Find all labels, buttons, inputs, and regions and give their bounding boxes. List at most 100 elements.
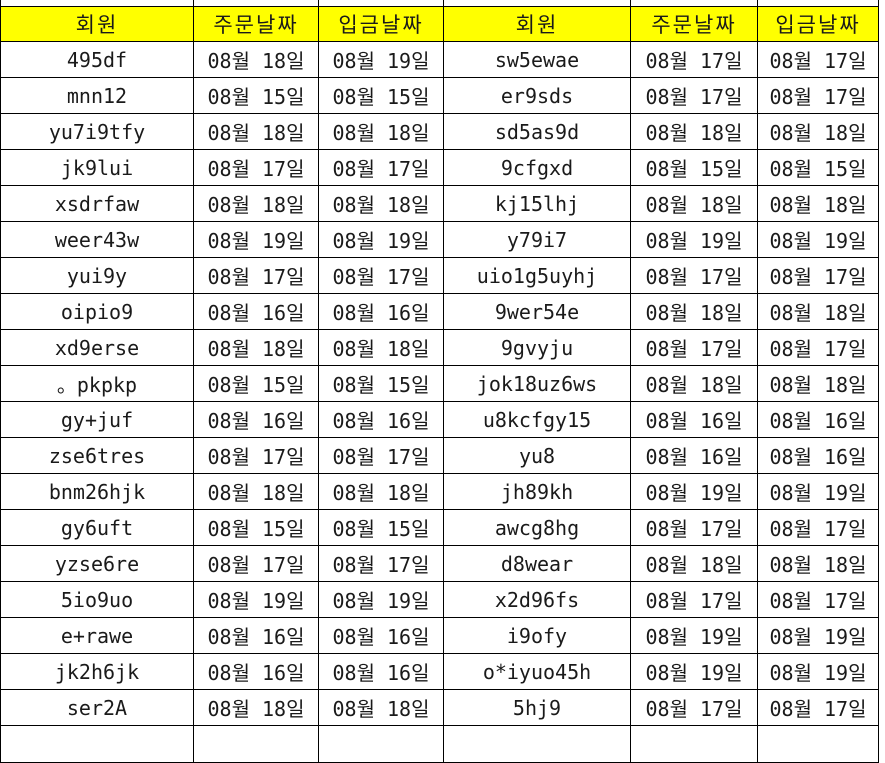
cell-order-date[interactable]: 08월 18일 [193, 473, 319, 510]
cell-order-date[interactable]: 08월 17일 [193, 545, 319, 582]
cell-member-2[interactable]: 5hj9 [443, 689, 631, 726]
cell-deposit-date[interactable]: 08월 18일 [318, 329, 444, 366]
cell-member-2[interactable]: sw5ewae [443, 41, 631, 78]
cell-deposit-date-2[interactable]: 08월 17일 [757, 329, 879, 366]
empty-cell[interactable] [443, 725, 631, 763]
cell-member[interactable]: xsdrfaw [0, 185, 194, 222]
cell-order-date-2[interactable]: 08월 18일 [630, 365, 758, 402]
cell-deposit-date[interactable]: 08월 18일 [318, 473, 444, 510]
cell-deposit-date-2[interactable]: 08월 18일 [757, 545, 879, 582]
cell-member-2[interactable]: 9cfgxd [443, 149, 631, 186]
cell-deposit-date-2[interactable]: 08월 19일 [757, 473, 879, 510]
cell-order-date-2[interactable]: 08월 15일 [630, 149, 758, 186]
cell-member-2[interactable]: er9sds [443, 77, 631, 114]
cell-member-2[interactable]: uio1g5uyhj [443, 257, 631, 294]
cell-member[interactable]: zse6tres [0, 437, 194, 474]
cell-member-2[interactable]: d8wear [443, 545, 631, 582]
cell-order-date[interactable]: 08월 18일 [193, 41, 319, 78]
cell-deposit-date[interactable]: 08월 19일 [318, 581, 444, 618]
cell-member[interactable]: weer43w [0, 221, 194, 258]
cell-member[interactable]: 。pkpkp [0, 365, 194, 402]
header-member[interactable]: 회원 [0, 6, 194, 42]
cell-member-2[interactable]: u8kcfgy15 [443, 401, 631, 438]
cell-deposit-date[interactable]: 08월 15일 [318, 509, 444, 546]
cell-deposit-date[interactable]: 08월 18일 [318, 689, 444, 726]
cell-deposit-date[interactable]: 08월 15일 [318, 365, 444, 402]
cell-deposit-date-2[interactable]: 08월 17일 [757, 41, 879, 78]
header-order-date[interactable]: 주문날짜 [193, 6, 319, 42]
cell-deposit-date-2[interactable]: 08월 19일 [757, 653, 879, 690]
cell-member[interactable]: yzse6re [0, 545, 194, 582]
cell-deposit-date[interactable]: 08월 17일 [318, 257, 444, 294]
cell-member[interactable]: 5io9uo [0, 581, 194, 618]
cell-order-date-2[interactable]: 08월 17일 [630, 689, 758, 726]
cell-order-date[interactable]: 08월 17일 [193, 437, 319, 474]
cell-order-date[interactable]: 08월 19일 [193, 581, 319, 618]
cell-order-date[interactable]: 08월 18일 [193, 329, 319, 366]
empty-cell[interactable] [318, 725, 444, 763]
cell-deposit-date[interactable]: 08월 17일 [318, 545, 444, 582]
cell-order-date-2[interactable]: 08월 18일 [630, 545, 758, 582]
cell-member[interactable]: gy6uft [0, 509, 194, 546]
cell-deposit-date-2[interactable]: 08월 17일 [757, 509, 879, 546]
cell-deposit-date[interactable]: 08월 16일 [318, 617, 444, 654]
cell-order-date[interactable]: 08월 15일 [193, 509, 319, 546]
cell-member[interactable]: yui9y [0, 257, 194, 294]
cell-deposit-date[interactable]: 08월 18일 [318, 185, 444, 222]
cell-deposit-date[interactable]: 08월 19일 [318, 41, 444, 78]
cell-member-2[interactable]: yu8 [443, 437, 631, 474]
cell-member[interactable]: yu7i9tfy [0, 113, 194, 150]
cell-deposit-date-2[interactable]: 08월 15일 [757, 149, 879, 186]
cell-order-date[interactable]: 08월 18일 [193, 185, 319, 222]
cell-deposit-date-2[interactable]: 08월 16일 [757, 401, 879, 438]
cell-order-date-2[interactable]: 08월 16일 [630, 437, 758, 474]
cell-order-date[interactable]: 08월 17일 [193, 257, 319, 294]
cell-order-date[interactable]: 08월 15일 [193, 77, 319, 114]
cell-member-2[interactable]: kj15lhj [443, 185, 631, 222]
empty-cell[interactable] [0, 725, 194, 763]
cell-order-date-2[interactable]: 08월 17일 [630, 581, 758, 618]
cell-order-date[interactable]: 08월 17일 [193, 149, 319, 186]
cell-member[interactable]: jk9lui [0, 149, 194, 186]
cell-order-date-2[interactable]: 08월 17일 [630, 509, 758, 546]
cell-member[interactable]: mnn12 [0, 77, 194, 114]
cell-deposit-date[interactable]: 08월 18일 [318, 113, 444, 150]
cell-deposit-date-2[interactable]: 08월 17일 [757, 77, 879, 114]
cell-member[interactable]: ser2A [0, 689, 194, 726]
cell-order-date-2[interactable]: 08월 19일 [630, 653, 758, 690]
cell-order-date-2[interactable]: 08월 18일 [630, 185, 758, 222]
cell-deposit-date[interactable]: 08월 15일 [318, 77, 444, 114]
empty-cell[interactable] [193, 725, 319, 763]
empty-cell[interactable] [757, 725, 879, 763]
cell-member-2[interactable]: x2d96fs [443, 581, 631, 618]
cell-order-date-2[interactable]: 08월 19일 [630, 617, 758, 654]
cell-deposit-date[interactable]: 08월 19일 [318, 221, 444, 258]
header-deposit-date[interactable]: 입금날짜 [318, 6, 444, 42]
cell-deposit-date[interactable]: 08월 17일 [318, 437, 444, 474]
cell-deposit-date-2[interactable]: 08월 18일 [757, 365, 879, 402]
cell-member[interactable]: e+rawe [0, 617, 194, 654]
cell-order-date[interactable]: 08월 16일 [193, 653, 319, 690]
cell-order-date[interactable]: 08월 16일 [193, 617, 319, 654]
cell-member[interactable]: bnm26hjk [0, 473, 194, 510]
cell-member-2[interactable]: awcg8hg [443, 509, 631, 546]
header-order-date-2[interactable]: 주문날짜 [630, 6, 758, 42]
cell-order-date[interactable]: 08월 19일 [193, 221, 319, 258]
cell-deposit-date-2[interactable]: 08월 17일 [757, 689, 879, 726]
cell-deposit-date-2[interactable]: 08월 18일 [757, 293, 879, 330]
cell-deposit-date-2[interactable]: 08월 16일 [757, 437, 879, 474]
cell-order-date[interactable]: 08월 18일 [193, 113, 319, 150]
cell-order-date-2[interactable]: 08월 17일 [630, 77, 758, 114]
cell-order-date-2[interactable]: 08월 18일 [630, 293, 758, 330]
header-member-2[interactable]: 회원 [443, 6, 631, 42]
cell-deposit-date-2[interactable]: 08월 17일 [757, 581, 879, 618]
cell-order-date-2[interactable]: 08월 17일 [630, 257, 758, 294]
cell-member-2[interactable]: y79i7 [443, 221, 631, 258]
cell-order-date-2[interactable]: 08월 19일 [630, 221, 758, 258]
cell-member[interactable]: gy+juf [0, 401, 194, 438]
cell-order-date[interactable]: 08월 16일 [193, 401, 319, 438]
cell-order-date-2[interactable]: 08월 16일 [630, 401, 758, 438]
cell-order-date-2[interactable]: 08월 17일 [630, 329, 758, 366]
cell-member[interactable]: 495df [0, 41, 194, 78]
cell-member[interactable]: jk2h6jk [0, 653, 194, 690]
